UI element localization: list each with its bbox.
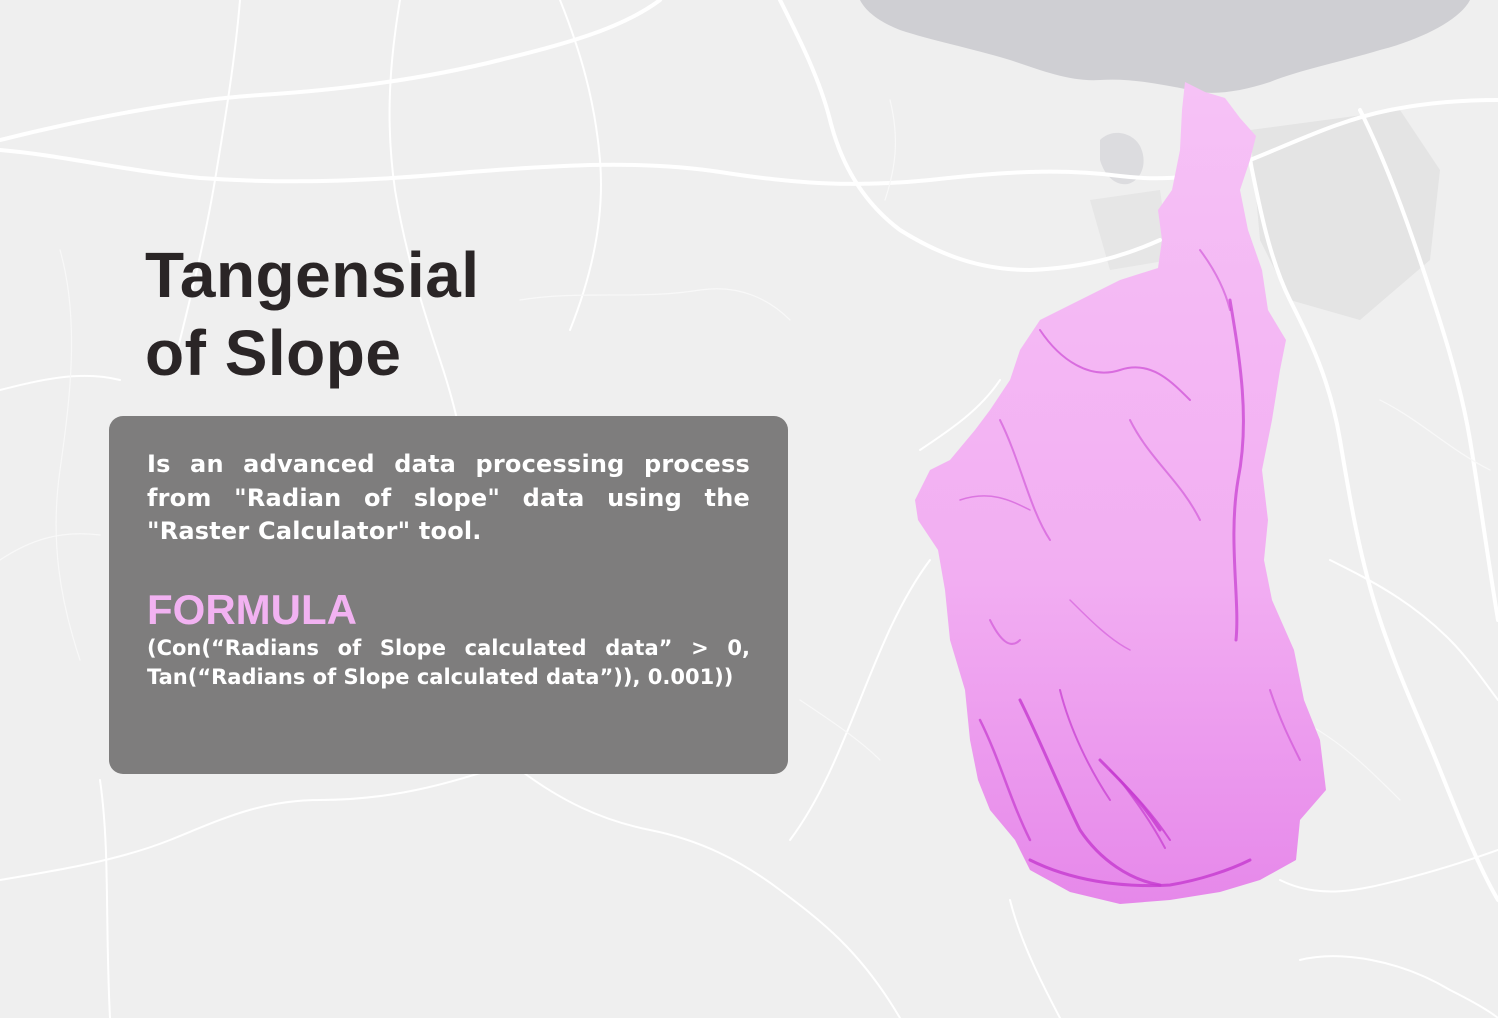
- road: [1379, 399, 1491, 471]
- road: [884, 99, 897, 201]
- road: [1299, 955, 1498, 1018]
- lake: [1100, 132, 1144, 185]
- road: [0, 759, 521, 881]
- road: [55, 249, 81, 661]
- road: [174, 0, 241, 361]
- road: [1279, 849, 1498, 893]
- road: [519, 769, 901, 1018]
- description-text: Is an advanced data processing process f…: [147, 450, 750, 545]
- road: [778, 0, 1162, 272]
- formula-heading: FORMULA: [147, 586, 357, 633]
- formula-text: (Con(“Radians of Slope calculated data” …: [147, 636, 750, 689]
- road: [789, 559, 931, 841]
- slope-texture: [959, 249, 1301, 888]
- page-title: Tangensial of Slope: [145, 236, 565, 392]
- title-line-2: of Slope: [145, 317, 402, 389]
- title-line-1: Tangensial: [145, 239, 480, 311]
- water-body: [860, 0, 1470, 93]
- road: [0, 98, 1498, 186]
- road: [99, 779, 111, 1018]
- road: [0, 0, 662, 142]
- road: [1358, 108, 1498, 622]
- road: [519, 288, 791, 321]
- road: [1248, 158, 1498, 902]
- road: [559, 0, 602, 331]
- urban-area: [1250, 110, 1440, 320]
- road: [1329, 559, 1498, 701]
- info-panel: Is an advanced data processing process f…: [109, 416, 788, 774]
- road: [0, 374, 121, 391]
- road: [799, 699, 881, 761]
- road: [0, 533, 101, 561]
- road: [919, 379, 1001, 451]
- road: [1009, 899, 1061, 1018]
- urban-area: [1090, 190, 1170, 270]
